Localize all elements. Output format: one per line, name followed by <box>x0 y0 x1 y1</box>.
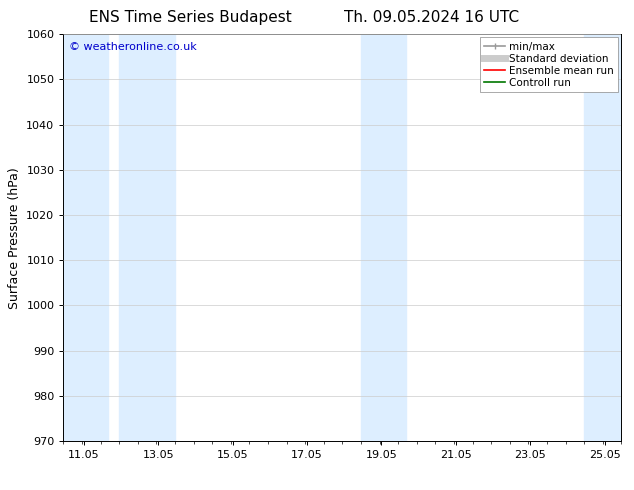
Y-axis label: Surface Pressure (hPa): Surface Pressure (hPa) <box>8 167 21 309</box>
Text: Th. 09.05.2024 16 UTC: Th. 09.05.2024 16 UTC <box>344 10 519 25</box>
Bar <box>63 34 108 441</box>
Bar <box>361 34 406 441</box>
Text: © weatheronline.co.uk: © weatheronline.co.uk <box>69 43 197 52</box>
Text: ENS Time Series Budapest: ENS Time Series Budapest <box>89 10 292 25</box>
Bar <box>584 34 621 441</box>
Bar <box>119 34 175 441</box>
Legend: min/max, Standard deviation, Ensemble mean run, Controll run: min/max, Standard deviation, Ensemble me… <box>480 37 618 92</box>
